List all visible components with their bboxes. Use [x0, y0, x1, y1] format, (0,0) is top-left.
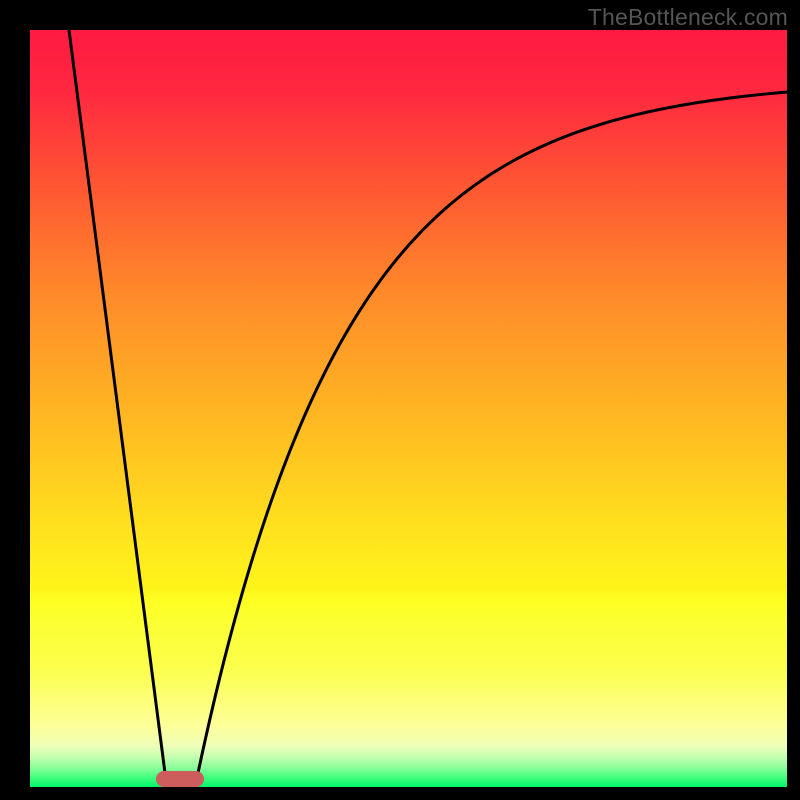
gradient-background	[30, 30, 787, 787]
bottleneck-chart: TheBottleneck.com	[0, 0, 800, 800]
chart-svg	[0, 0, 800, 800]
watermark-text: TheBottleneck.com	[588, 4, 788, 31]
bottleneck-marker	[156, 771, 204, 787]
